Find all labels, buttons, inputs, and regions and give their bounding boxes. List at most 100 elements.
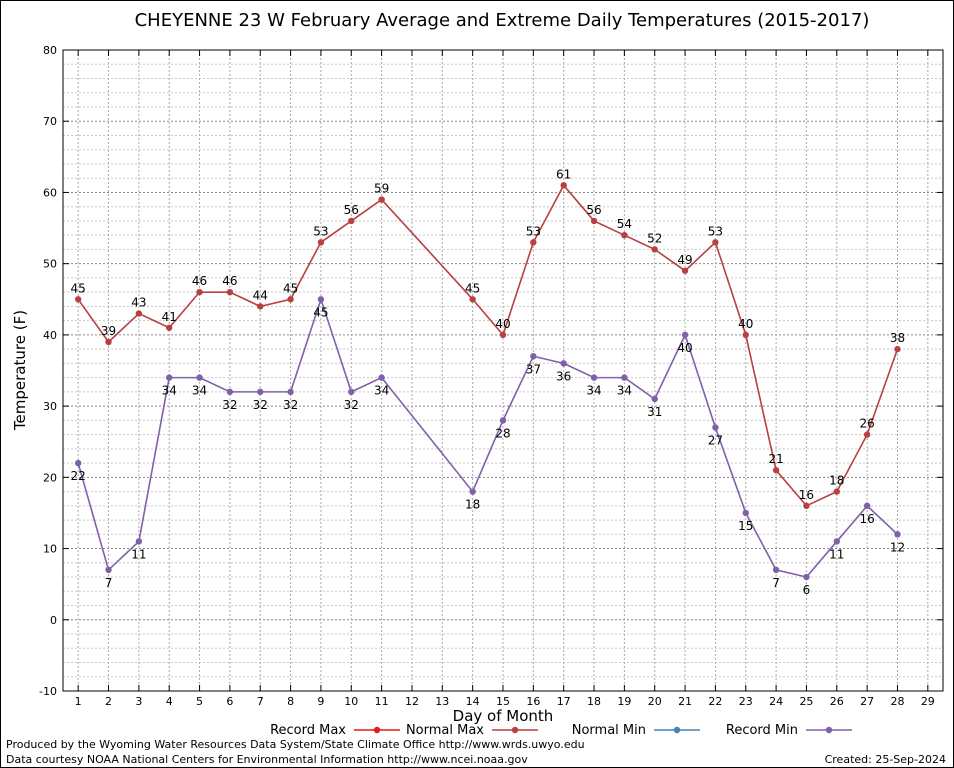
y-tick-label: 20 (43, 471, 57, 484)
legend: Record Max Normal Max Normal Min Record Min (270, 723, 852, 738)
data-point (621, 374, 628, 381)
data-point (712, 424, 719, 431)
data-label: 11 (829, 547, 844, 561)
x-tick-label: 12 (405, 695, 419, 708)
data-label: 28 (495, 426, 510, 440)
data-label: 38 (890, 331, 905, 345)
data-point (196, 374, 203, 381)
data-point (712, 239, 719, 246)
data-point (287, 388, 294, 396)
x-tick-label: 22 (708, 695, 722, 708)
data-point (621, 231, 628, 239)
data-point (833, 488, 840, 495)
data-point (105, 566, 112, 574)
y-tick-label: 50 (43, 258, 57, 271)
data-point (499, 331, 507, 339)
data-point (257, 303, 264, 310)
data-label: 22 (71, 469, 86, 483)
y-tick-label: 80 (43, 44, 57, 57)
x-tick-label: 11 (375, 695, 389, 708)
x-tick-label: 6 (226, 695, 233, 708)
data-point (651, 246, 658, 253)
y-tick-label: 0 (50, 614, 57, 627)
x-tick-label: 2 (105, 695, 112, 708)
y-tick-label: 70 (43, 115, 57, 128)
legend-label: Record Max (270, 723, 346, 738)
x-tick-label: 15 (496, 695, 510, 708)
legend-label: Record Min (726, 723, 798, 738)
data-point (74, 296, 82, 303)
data-point (894, 531, 901, 538)
x-tick-label: 27 (860, 695, 874, 708)
data-label: 45 (71, 281, 86, 295)
data-label: 32 (222, 398, 237, 412)
data-point (378, 374, 385, 381)
x-tick-label: 16 (526, 695, 540, 708)
data-point (469, 488, 476, 495)
data-point (894, 345, 901, 353)
x-tick-label: 5 (196, 695, 203, 708)
series-normal-max: 45 39 43 41 46 46 44 45 53 56 59 45 40 53 61 56 54 52 49 53… (71, 167, 905, 510)
data-label: 41 (162, 310, 177, 324)
data-label: 15 (738, 519, 753, 533)
data-label: 32 (344, 398, 359, 412)
data-label: 27 (708, 433, 723, 447)
x-tick-label: 29 (921, 695, 935, 708)
data-label: 39 (101, 324, 116, 338)
data-label: 45 (313, 305, 328, 319)
y-axis-label: Temperature (F) (11, 310, 29, 431)
data-point (226, 388, 234, 396)
x-tick-label: 4 (166, 695, 173, 708)
y-tick-label: 60 (43, 186, 57, 199)
data-label: 52 (647, 231, 662, 245)
data-point (560, 360, 567, 367)
data-label: 40 (677, 341, 692, 355)
x-tick-label: 17 (557, 695, 571, 708)
data-label: 40 (738, 317, 753, 331)
data-label: 43 (131, 296, 146, 310)
data-label: 6 (803, 583, 811, 597)
data-label: 49 (677, 253, 692, 267)
data-point (317, 239, 325, 246)
data-point (651, 395, 658, 403)
x-tick-label: 1 (75, 695, 82, 708)
data-label: 45 (283, 281, 298, 295)
data-point (226, 288, 234, 296)
grid (63, 49, 943, 692)
series-line (77, 296, 899, 578)
data-point (772, 467, 780, 474)
data-point (590, 217, 598, 225)
data-label: 34 (192, 384, 207, 398)
data-label: 32 (283, 398, 298, 412)
data-label: 59 (374, 182, 389, 196)
footer-created-date: Created: 25-Sep-2024 (825, 753, 946, 766)
data-label: 34 (617, 384, 632, 398)
x-tick-label: 13 (435, 695, 449, 708)
data-label: 36 (556, 369, 571, 383)
x-tick-label: 3 (135, 695, 142, 708)
legend-marker (825, 726, 833, 734)
data-point (742, 331, 749, 339)
data-label: 61 (556, 167, 571, 181)
x-tick-label: 26 (830, 695, 844, 708)
data-point (348, 217, 355, 225)
data-label: 34 (586, 384, 601, 398)
legend-marker (373, 726, 381, 734)
data-point (681, 331, 689, 339)
data-point (135, 310, 143, 317)
x-tick-label: 25 (799, 695, 813, 708)
x-tick-label: 19 (617, 695, 631, 708)
data-label: 7 (772, 576, 780, 590)
data-point (772, 566, 780, 574)
data-point (530, 239, 537, 246)
data-label: 12 (890, 540, 905, 554)
x-tick-label: 23 (739, 695, 753, 708)
data-label: 18 (829, 474, 844, 488)
data-label: 11 (131, 547, 146, 561)
data-label: 56 (586, 203, 601, 217)
x-tick-label: 7 (257, 695, 264, 708)
data-point (287, 296, 294, 303)
legend-marker (511, 726, 519, 734)
data-label: 32 (253, 398, 268, 412)
